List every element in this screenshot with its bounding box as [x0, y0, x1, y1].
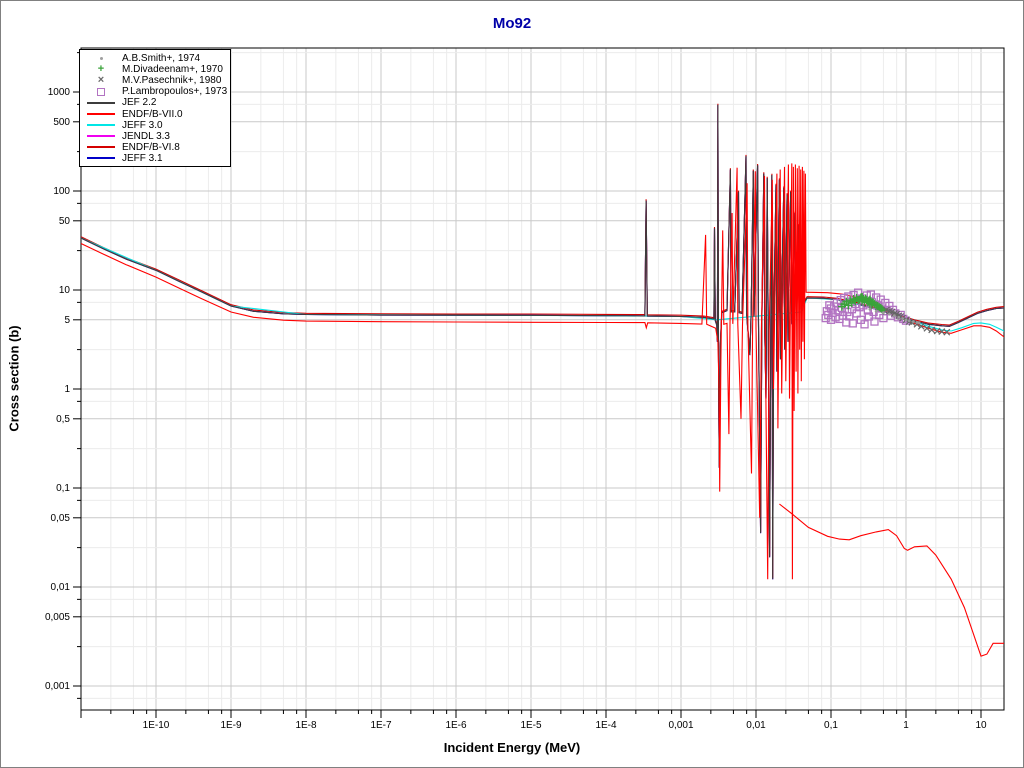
axis-ticks: [73, 52, 982, 718]
y-tick-label: 5: [64, 315, 70, 326]
legend-item: JENDL 3.3: [80, 131, 230, 142]
legend-item-label: M.V.Pasechnik+, 1980: [122, 75, 222, 87]
series-jeff-3-1: [81, 104, 1004, 580]
legend-marker-square-icon: [80, 87, 122, 96]
legend-item: ENDF/B-VII.0: [80, 108, 230, 120]
series-jendl-3-3: [81, 104, 1004, 580]
y-tick-labels: 1000 500 100 50 10 5 1 0,5 0,1 0,05 0,01 0,005 0,001: [45, 87, 70, 692]
y-tick-label: 0,5: [56, 414, 70, 425]
dataset-a-b-smith-1974: [868, 307, 921, 325]
legend-marker-line-icon: [80, 101, 122, 104]
legend-item-label: A.B.Smith+, 1974: [122, 53, 201, 65]
series-jef-2-2: [81, 104, 1004, 580]
legend-item-label: JENDL 3.3: [122, 130, 170, 142]
y-tick-label: 100: [53, 186, 70, 197]
x-tick-label: 1E-8: [295, 720, 317, 731]
legend-item: + M.Divadeenam+, 1970: [80, 63, 230, 76]
legend-item: ENDF/B-VI.8: [80, 142, 230, 153]
legend-marker-line-icon: [80, 146, 122, 149]
y-tick-label: 0,1: [56, 483, 70, 494]
x-tick-labels: 1E-10 1E-9 1E-8 1E-7 1E-6 1E-5 1E-4 0,001 0,01 0,…: [143, 720, 987, 731]
legend-marker-line-icon: [80, 135, 122, 138]
y-tick-label: 500: [53, 117, 70, 128]
y-tick-label: 0,01: [51, 582, 71, 593]
legend-marker-line-icon: [80, 124, 122, 127]
y-tick-label: 10: [59, 285, 71, 296]
y-tick-label: 1: [64, 384, 70, 395]
legend-marker-line-icon: [80, 157, 122, 160]
chart-title: Mo92: [492, 15, 532, 32]
legend-item-label: ENDF/B-VII.0: [122, 108, 183, 120]
x-tick-label: 1E-7: [370, 720, 392, 731]
y-tick-label: 1000: [48, 87, 71, 98]
series-endf-b-vii-0-lower-branch-: [779, 503, 1004, 657]
legend-marker-plus-icon: +: [97, 63, 105, 76]
legend-item: × M.V.Pasechnik+, 1980: [80, 74, 230, 87]
series-endf-b-vii-0: [81, 163, 1004, 580]
x-tick-label: 1E-10: [143, 720, 170, 731]
legend-item-label: JEFF 3.1: [122, 152, 163, 164]
x-tick-label: 0,001: [668, 720, 693, 731]
plot-frame: [80, 47, 1005, 711]
dataset-m-v-pasechnik-1980: [883, 306, 951, 336]
x-tick-label: 10: [975, 720, 987, 731]
dataset-m-divadeenam-1970: [837, 292, 888, 315]
legend-item: JEFF 3.0: [80, 120, 230, 131]
x-tick-label: 1E-4: [595, 720, 617, 731]
series-endf-b-vi-8: [81, 103, 1004, 578]
x-tick-label: 0,1: [824, 720, 838, 731]
legend-item-label: ENDF/B-VI.8: [122, 141, 180, 153]
experimental-points: [821, 288, 951, 336]
x-axis-label: Incident Energy (MeV): [443, 740, 581, 755]
x-tick-label: 0,01: [746, 720, 766, 731]
y-tick-label: 50: [59, 216, 71, 227]
legend-item-label: JEF 2.2: [122, 97, 157, 109]
legend-item-label: JEFF 3.0: [122, 119, 163, 131]
x-tick-label: 1: [903, 720, 909, 731]
legend-box: A.B.Smith+, 1974 + M.Divadeenam+, 1970 × M.V…: [79, 49, 231, 167]
x-tick-label: 1E-6: [445, 720, 467, 731]
legend-item: JEF 2.2: [80, 97, 230, 108]
legend-item-label: P.Lambropoulos+, 1973: [122, 86, 228, 98]
legend-item: JEFF 3.1: [80, 153, 230, 164]
series-curves: [81, 103, 1004, 657]
y-tick-label: 0,001: [45, 681, 70, 692]
y-tick-label: 0,05: [51, 513, 71, 524]
y-tick-label: 0,005: [45, 612, 70, 623]
x-tick-label: 1E-5: [520, 720, 542, 731]
legend-marker-cross-icon: ×: [97, 74, 105, 87]
legend-item: A.B.Smith+, 1974: [80, 53, 230, 64]
legend-item-label: M.Divadeenam+, 1970: [122, 64, 223, 76]
legend-marker-dot-icon: [80, 57, 122, 61]
x-tick-label: 1E-9: [220, 720, 242, 731]
legend-item: P.Lambropoulos+, 1973: [80, 86, 230, 97]
legend-marker-line-icon: [80, 113, 122, 116]
